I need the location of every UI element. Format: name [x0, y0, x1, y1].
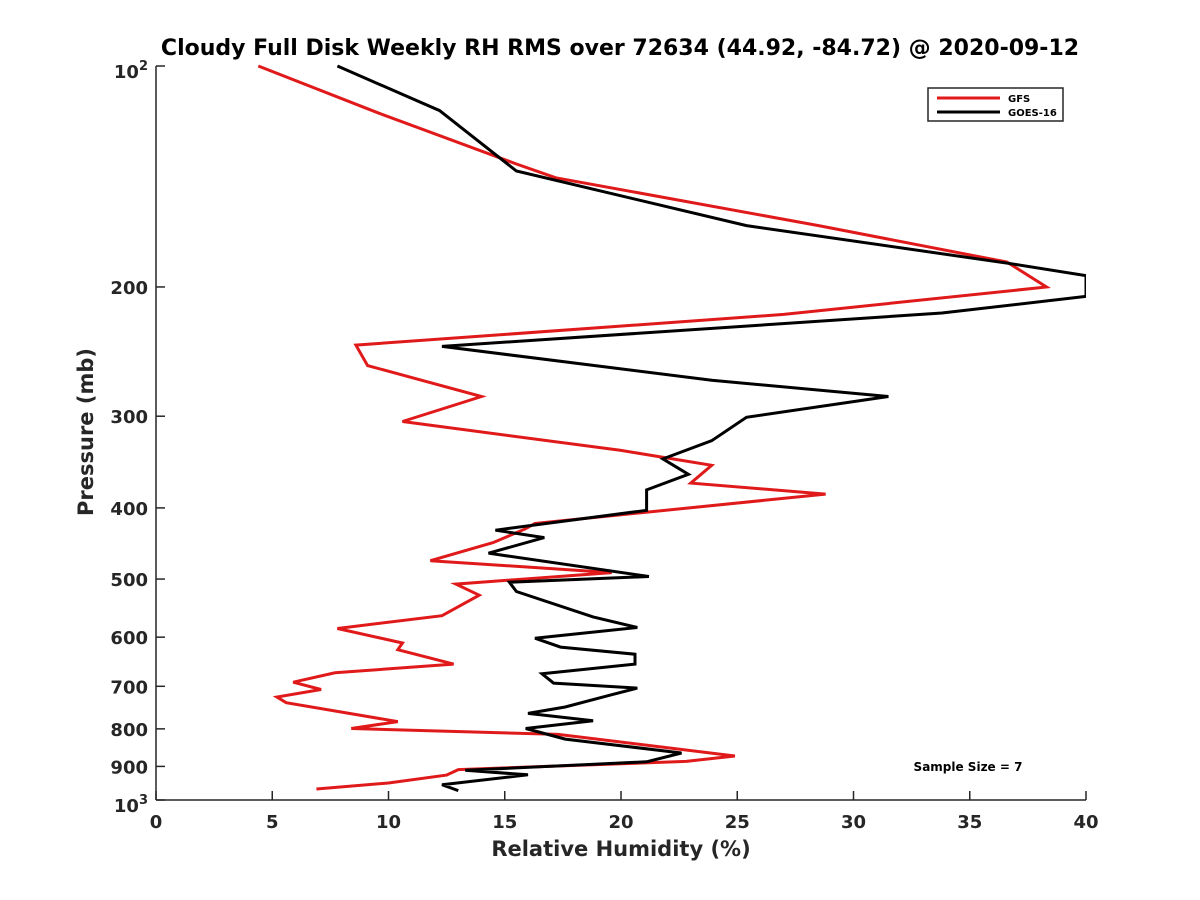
x-tick-label-5: 5 — [266, 812, 279, 833]
y-tick-label-800: 800 — [110, 720, 148, 741]
x-tick-label-40: 40 — [1073, 812, 1098, 833]
y-tick-label-900: 900 — [110, 757, 148, 778]
x-tick-label-20: 20 — [608, 812, 633, 833]
legend-label-goes-16: GOES-16 — [1008, 108, 1057, 119]
y-tick-label-700: 700 — [110, 677, 148, 698]
chart-title: Cloudy Full Disk Weekly RH RMS over 7263… — [161, 36, 1079, 61]
x-tick-label-15: 15 — [492, 812, 517, 833]
sample-size-annotation: Sample Size = 7 — [914, 760, 1023, 774]
x-tick-label-35: 35 — [957, 812, 982, 833]
y-tick-label-400: 400 — [110, 499, 148, 520]
y-tick-label-100: 102 — [114, 59, 148, 83]
legend-box — [927, 87, 1064, 122]
x-tick-label-30: 30 — [841, 812, 866, 833]
y-tick-label-500: 500 — [110, 570, 148, 591]
y-tick-label-300: 300 — [110, 407, 148, 428]
y-axis: 102 200 300 400 500 600 700 800 900 103 — [110, 59, 165, 817]
series-line-gfs — [257, 64, 1051, 791]
y-tick-label-200: 200 — [110, 278, 148, 299]
y-tick-label-600: 600 — [110, 628, 148, 649]
x-tick-label-10: 10 — [376, 812, 401, 833]
legend-label-gfs: GFS — [1008, 94, 1030, 105]
legend: GFS GOES-16 — [927, 87, 1064, 122]
x-axis: 0 5 10 15 20 25 30 35 40 — [150, 791, 1099, 833]
x-tick-label-25: 25 — [725, 812, 750, 833]
series-line-goes-16 — [336, 64, 1086, 793]
series-layer — [257, 64, 1086, 793]
y-axis-title: Pressure (mb) — [74, 348, 98, 516]
y-tick-label-1000: 103 — [114, 793, 148, 817]
x-axis-title: Relative Humidity (%) — [491, 837, 750, 861]
x-tick-label-0: 0 — [150, 812, 163, 833]
